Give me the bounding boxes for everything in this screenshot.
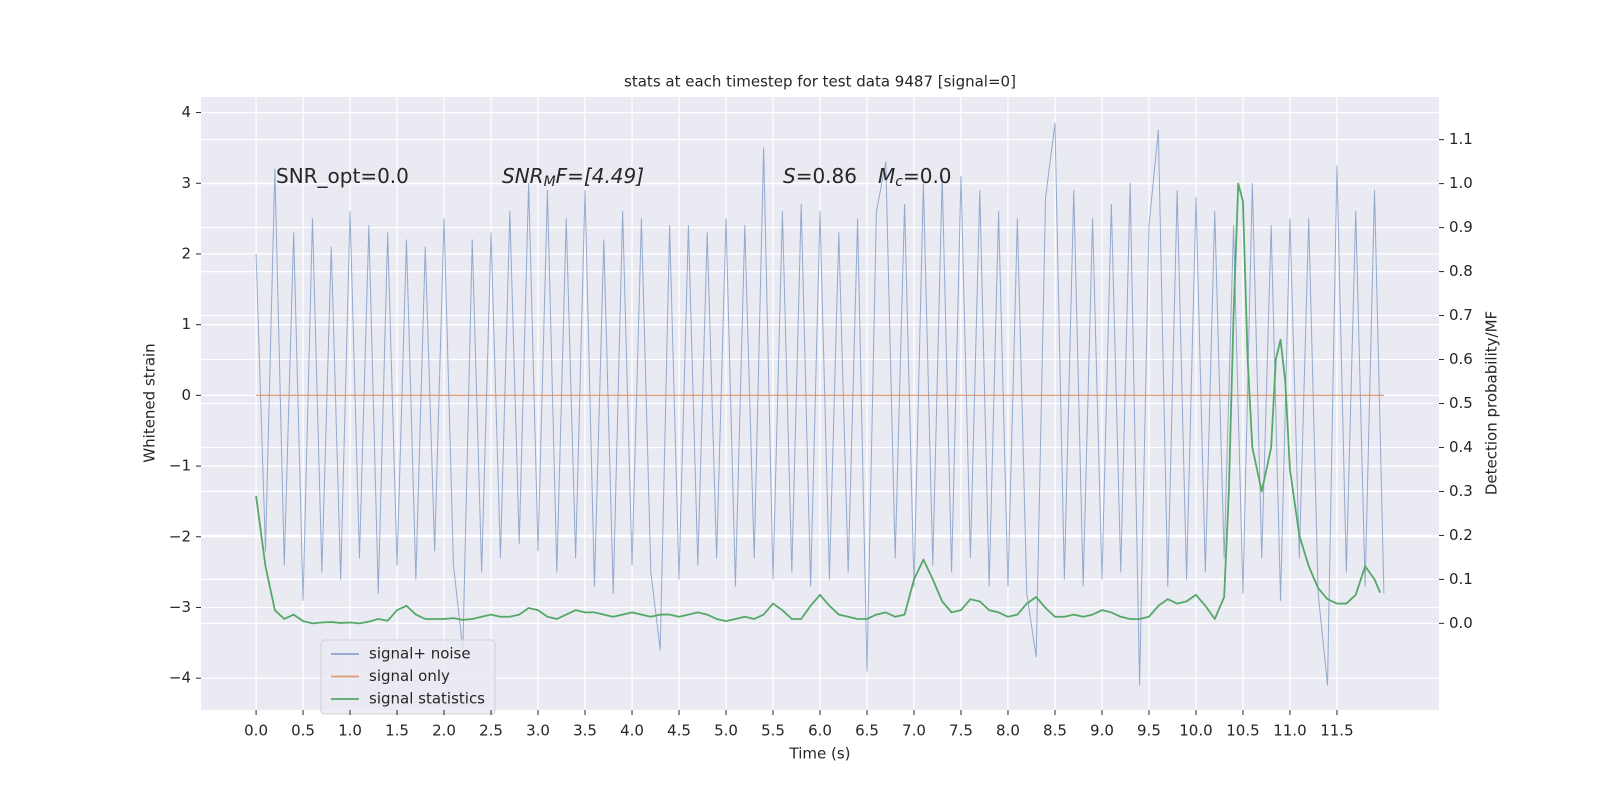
x-tick-label: 9.0 <box>1090 722 1114 740</box>
x-tick-label: 7.0 <box>902 722 926 740</box>
y2-tick-label: 0.3 <box>1449 482 1473 500</box>
x-tick-label: 2.5 <box>479 722 503 740</box>
x-tick-label: 4.5 <box>667 722 691 740</box>
y2-tick-label: 0.9 <box>1449 218 1473 236</box>
y2-tick-label: 0.8 <box>1449 262 1473 280</box>
x-tick-label: 5.0 <box>714 722 738 740</box>
series-line <box>255 122 1385 686</box>
annotation-text: SNR_opt=0.0 <box>276 164 409 188</box>
x-tick-label: 8.0 <box>996 722 1020 740</box>
x-tick-label: 10.5 <box>1226 722 1259 740</box>
y2-tick-label: 0.2 <box>1449 526 1473 544</box>
annotation-text: M <box>878 164 895 188</box>
legend: signal+ noise signal only signal statistic… <box>320 639 496 715</box>
x-tick-label: 5.5 <box>761 722 785 740</box>
x-tick-label: 3.5 <box>573 722 597 740</box>
x-tick-label: 1.5 <box>385 722 409 740</box>
series-line <box>255 182 1381 625</box>
x-tick-label: 4.0 <box>620 722 644 740</box>
marks <box>255 122 1385 686</box>
x-tick-label: 7.5 <box>949 722 973 740</box>
legend-label: signal statistics <box>369 690 485 708</box>
y-tick-label: 2 <box>181 244 191 262</box>
y-tick-label: 3 <box>181 174 191 192</box>
y2-tick-label: 0.0 <box>1449 614 1473 632</box>
y2-tick-label: 0.1 <box>1449 570 1473 588</box>
x-tick-label: 1.0 <box>338 722 362 740</box>
legend-label: signal+ noise <box>369 645 471 663</box>
annotation: SNRMF=[4.49] <box>502 164 644 191</box>
annotation-text: =0.0 <box>903 164 952 188</box>
y2-tick-label: 1.0 <box>1449 174 1473 192</box>
chart-title: stats at each timestep for test data 948… <box>624 73 1016 91</box>
x-tick-label: 11.0 <box>1273 722 1306 740</box>
x-tick-label: 0.5 <box>291 722 315 740</box>
x-tick-label: 2.0 <box>432 722 456 740</box>
y2-tick-label: 0.5 <box>1449 394 1473 412</box>
annotation-text: F=[4.49] <box>556 164 644 188</box>
y-tick-label: −4 <box>169 669 191 687</box>
y2-axis-label: Detection probability/MF <box>1483 311 1501 495</box>
annotation-text: S <box>783 164 796 188</box>
annotation: S=0.86 <box>783 164 857 188</box>
x-axis-label: Time (s) <box>789 745 851 763</box>
x-tick-label: 9.5 <box>1137 722 1161 740</box>
legend-box <box>320 639 496 715</box>
annotation: SNR_opt=0.0 <box>276 164 409 188</box>
annotation-text: c <box>895 174 903 190</box>
x-tick-label: 0.0 <box>244 722 268 740</box>
y-tick-label: 1 <box>181 315 191 333</box>
annotation-text: SNR <box>502 164 544 188</box>
x-tick-label: 6.0 <box>808 722 832 740</box>
y2-tick-label: 1.1 <box>1449 130 1473 148</box>
legend-label: signal only <box>369 667 450 685</box>
x-tick-label: 10.0 <box>1179 722 1212 740</box>
y-tick-label: −3 <box>169 598 191 616</box>
y-tick-label: −1 <box>169 457 191 475</box>
x-tick-label: 3.0 <box>526 722 550 740</box>
y-tick-label: −2 <box>169 527 191 545</box>
x-tick-label: 11.5 <box>1320 722 1353 740</box>
y-tick-label: 4 <box>181 103 191 121</box>
y2-tick-label: 0.4 <box>1449 438 1473 456</box>
annotation-text: M <box>544 174 556 190</box>
annotation-text: =0.86 <box>796 164 857 188</box>
y-axis-label: Whitened strain <box>141 343 159 462</box>
annotation: Mc=0.0 <box>878 164 952 191</box>
x-tick-label: 6.5 <box>855 722 879 740</box>
x-tick-label: 8.5 <box>1043 722 1067 740</box>
y-tick-label: 0 <box>181 386 191 404</box>
y2-tick-label: 0.6 <box>1449 350 1473 368</box>
y2-tick-label: 0.7 <box>1449 306 1473 324</box>
